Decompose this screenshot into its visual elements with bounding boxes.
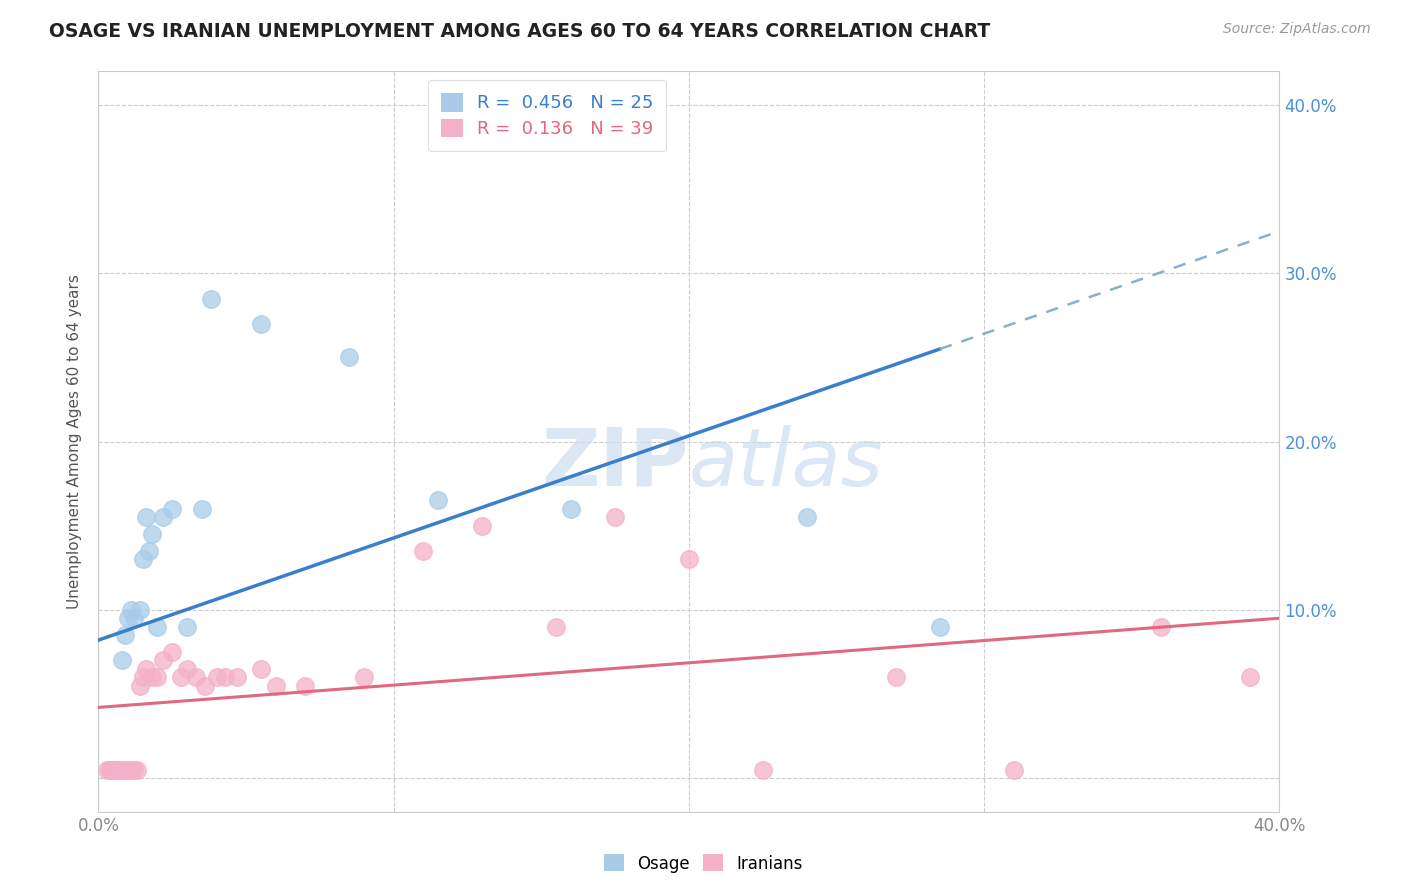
Point: [226, 670, 249, 684]
Point: [162, 501, 183, 516]
Point: [928, 619, 950, 633]
Point: [250, 317, 273, 331]
Point: [135, 510, 157, 524]
Point: [96, 763, 118, 777]
Point: [120, 763, 142, 777]
Point: [546, 619, 568, 633]
Point: [678, 552, 700, 566]
Point: [427, 493, 450, 508]
Point: [162, 645, 183, 659]
Text: atlas: atlas: [689, 425, 884, 503]
Point: [141, 670, 163, 684]
Point: [122, 611, 145, 625]
Point: [128, 603, 150, 617]
Point: [560, 501, 582, 516]
Point: [214, 670, 236, 684]
Point: [111, 763, 134, 777]
Point: [796, 510, 818, 524]
Point: [146, 619, 169, 633]
Point: [176, 619, 198, 633]
Point: [135, 662, 157, 676]
Point: [412, 544, 434, 558]
Point: [117, 611, 139, 625]
Point: [1002, 763, 1025, 777]
Y-axis label: Unemployment Among Ages 60 to 64 years: Unemployment Among Ages 60 to 64 years: [67, 274, 83, 609]
Text: Source: ZipAtlas.com: Source: ZipAtlas.com: [1223, 22, 1371, 37]
Point: [339, 351, 360, 365]
Point: [152, 653, 174, 667]
Point: [294, 679, 316, 693]
Point: [264, 679, 287, 693]
Point: [120, 603, 142, 617]
Point: [117, 763, 139, 777]
Point: [751, 763, 773, 777]
Point: [108, 763, 131, 777]
Point: [122, 763, 145, 777]
Point: [138, 544, 160, 558]
Point: [170, 670, 193, 684]
Point: [1239, 670, 1261, 684]
Legend: Osage, Iranians: Osage, Iranians: [596, 847, 810, 880]
Point: [141, 527, 163, 541]
Point: [128, 679, 150, 693]
Point: [605, 510, 627, 524]
Point: [125, 763, 148, 777]
Point: [98, 763, 121, 777]
Point: [205, 670, 228, 684]
Point: [191, 501, 214, 516]
Point: [114, 763, 136, 777]
Point: [176, 662, 198, 676]
Point: [194, 679, 217, 693]
Point: [114, 628, 136, 642]
Point: [152, 510, 174, 524]
Point: [250, 662, 273, 676]
Point: [1150, 619, 1173, 633]
Point: [98, 763, 121, 777]
Point: [108, 763, 131, 777]
Point: [200, 292, 222, 306]
Point: [111, 653, 134, 667]
Point: [105, 763, 128, 777]
Point: [105, 763, 128, 777]
Point: [471, 518, 494, 533]
Point: [132, 552, 155, 566]
Point: [103, 763, 125, 777]
Point: [884, 670, 907, 684]
Legend: R =  0.456   N = 25, R =  0.136   N = 39: R = 0.456 N = 25, R = 0.136 N = 39: [429, 80, 666, 151]
Text: ZIP: ZIP: [541, 425, 689, 503]
Point: [353, 670, 375, 684]
Text: OSAGE VS IRANIAN UNEMPLOYMENT AMONG AGES 60 TO 64 YEARS CORRELATION CHART: OSAGE VS IRANIAN UNEMPLOYMENT AMONG AGES…: [49, 22, 990, 41]
Point: [146, 670, 169, 684]
Point: [132, 670, 155, 684]
Point: [184, 670, 207, 684]
